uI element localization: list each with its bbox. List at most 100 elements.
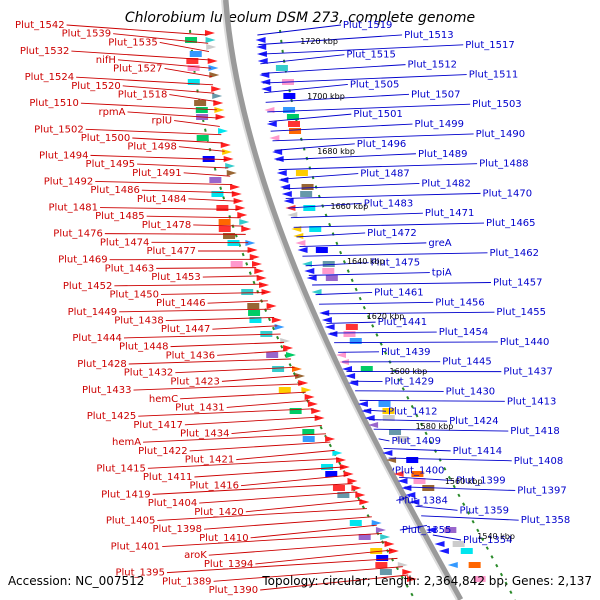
gene-label-left[interactable]: Plut_1510 — [29, 98, 79, 109]
gene-arrow-forward[interactable] — [233, 198, 244, 204]
gene-arrow-reverse[interactable] — [293, 233, 304, 239]
gene-label-left[interactable]: Plut_1453 — [151, 272, 201, 283]
gene-block[interactable] — [309, 226, 322, 232]
gene-label-right[interactable]: Plut_1355 — [402, 525, 452, 536]
gene-label-left[interactable]: Plut_1444 — [72, 333, 122, 344]
gene-label-right[interactable]: tpiA — [432, 268, 452, 279]
gene-label-left[interactable]: Plut_1485 — [95, 211, 145, 222]
gene-label-right[interactable]: Plut_1354 — [463, 535, 513, 546]
gene-arrow-reverse[interactable] — [341, 366, 352, 372]
gene-label-right[interactable]: Plut_1409 — [391, 436, 441, 447]
gene-label-left[interactable]: Plut_1450 — [109, 289, 159, 300]
gene-label-left[interactable]: Plut_1518 — [118, 90, 168, 101]
gene-label-right[interactable]: Plut_1456 — [435, 297, 485, 308]
gene-arrow-reverse[interactable] — [304, 268, 315, 274]
gene-label-right[interactable]: Plut_1503 — [472, 99, 522, 110]
gene-block[interactable] — [358, 534, 371, 540]
gene-arrow-forward[interactable] — [291, 366, 302, 372]
gene-arrow-forward[interactable] — [245, 240, 256, 246]
gene-label-left[interactable]: Plut_1481 — [49, 203, 99, 214]
gene-block[interactable] — [325, 275, 338, 281]
gene-block[interactable] — [272, 366, 285, 372]
gene-label-right[interactable]: Plut_1359 — [460, 505, 510, 516]
gene-arrow-reverse[interactable] — [327, 331, 338, 337]
gene-label-left[interactable]: Plut_1401 — [111, 542, 161, 553]
gene-arrow-reverse[interactable] — [345, 373, 356, 379]
gene-arrow-reverse[interactable] — [321, 317, 332, 323]
gene-label-left[interactable]: Plut_1469 — [58, 255, 108, 266]
gene-label-right[interactable]: Plut_1399 — [456, 476, 506, 487]
gene-block[interactable] — [349, 520, 362, 526]
gene-arrow-reverse[interactable] — [281, 191, 292, 197]
gene-block[interactable] — [196, 135, 209, 141]
gene-arrow-forward[interactable] — [204, 30, 215, 36]
gene-arrow-forward[interactable] — [280, 338, 291, 344]
gene-label-left[interactable]: Plut_1449 — [68, 307, 118, 318]
gene-arrow-forward[interactable] — [231, 191, 242, 197]
gene-arrow-forward[interactable] — [295, 373, 306, 379]
gene-label-left[interactable]: Plut_1476 — [53, 229, 103, 240]
gene-block[interactable] — [275, 65, 288, 71]
gene-label-left[interactable]: Plut_1447 — [161, 324, 211, 335]
gene-arrow-forward[interactable] — [355, 492, 366, 498]
gene-arrow-forward[interactable] — [271, 317, 282, 323]
gene-arrow-reverse[interactable] — [261, 86, 272, 92]
gene-block[interactable] — [411, 471, 424, 477]
gene-block[interactable] — [301, 184, 314, 190]
gene-block[interactable] — [322, 268, 335, 274]
gene-block[interactable] — [186, 58, 199, 64]
gene-label-left[interactable]: rpmA — [98, 107, 125, 118]
gene-arrow-forward[interactable] — [332, 450, 343, 456]
gene-block[interactable] — [209, 177, 222, 183]
gene-block[interactable] — [218, 219, 231, 225]
gene-arrow-forward[interactable] — [339, 464, 350, 470]
gene-block[interactable] — [396, 436, 409, 442]
gene-arrow-reverse[interactable] — [405, 492, 416, 498]
gene-label-left[interactable]: nifH — [96, 55, 116, 66]
gene-label-right[interactable]: Plut_1437 — [503, 367, 553, 378]
gene-label-right[interactable]: Plut_1384 — [398, 495, 448, 506]
gene-arrow-forward[interactable] — [206, 44, 217, 50]
gene-arrow-forward[interactable] — [239, 219, 250, 225]
gene-arrow-forward[interactable] — [380, 534, 391, 540]
gene-arrow-reverse[interactable] — [401, 485, 412, 491]
gene-arrow-reverse[interactable] — [397, 478, 408, 484]
gene-block[interactable] — [389, 429, 402, 435]
gene-arrow-forward[interactable] — [402, 569, 413, 575]
gene-arrow-reverse[interactable] — [368, 422, 379, 428]
gene-block[interactable] — [187, 79, 200, 85]
gene-block[interactable] — [266, 352, 279, 358]
gene-block[interactable] — [337, 492, 350, 498]
gene-block[interactable] — [345, 324, 358, 330]
gene-block[interactable] — [382, 415, 395, 421]
gene-arrow-forward[interactable] — [252, 261, 263, 267]
gene-label-left[interactable]: Plut_1420 — [194, 507, 244, 518]
gene-arrow-forward[interactable] — [311, 408, 322, 414]
gene-arrow-reverse[interactable] — [438, 548, 449, 554]
gene-arrow-forward[interactable] — [285, 352, 296, 358]
gene-label-left[interactable]: rplU — [152, 116, 173, 127]
gene-arrow-forward[interactable] — [343, 471, 354, 477]
gene-block[interactable] — [444, 527, 457, 533]
gene-arrow-reverse[interactable] — [434, 541, 445, 547]
gene-arrow-reverse[interactable] — [297, 247, 308, 253]
gene-label-right[interactable]: Plut_1430 — [446, 386, 496, 397]
gene-block[interactable] — [189, 51, 202, 57]
gene-block[interactable] — [406, 457, 419, 463]
gene-block[interactable] — [413, 478, 426, 484]
gene-label-left[interactable]: Plut_1416 — [190, 481, 240, 492]
gene-label-left[interactable]: Plut_1428 — [77, 359, 127, 370]
gene-label-left[interactable]: Plut_1389 — [162, 576, 212, 587]
gene-label-left[interactable]: Plut_1421 — [185, 455, 235, 466]
gene-label-left[interactable]: Plut_1477 — [146, 246, 196, 257]
gene-label-right[interactable]: Plut_1511 — [469, 70, 519, 81]
gene-block[interactable] — [468, 562, 481, 568]
gene-label-right[interactable]: Plut_1441 — [378, 317, 428, 328]
gene-arrow-forward[interactable] — [325, 436, 336, 442]
gene-arrow-reverse[interactable] — [272, 149, 283, 155]
gene-label-right[interactable]: Plut_1470 — [483, 188, 533, 199]
gene-arrow-forward[interactable] — [266, 303, 277, 309]
gene-arrow-reverse[interactable] — [255, 37, 266, 43]
gene-arrow-forward[interactable] — [212, 93, 223, 99]
gene-label-right[interactable]: Plut_1482 — [421, 178, 471, 189]
